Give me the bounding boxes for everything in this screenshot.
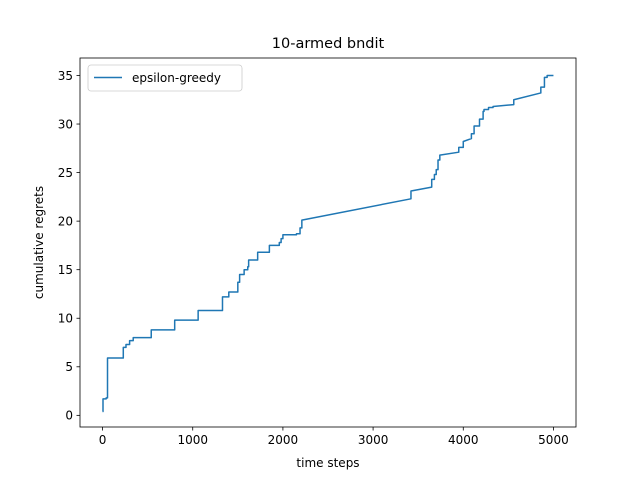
x-axis-ticks: 0 1000 2000 3000 4000 5000 [99, 427, 569, 447]
axes-frame [79, 57, 577, 428]
legend: epsilon-greedy [87, 64, 243, 92]
y-tick-label: 30 [58, 117, 73, 131]
y-axis-ticks: 0 5 10 15 20 25 30 35 [58, 69, 80, 423]
y-tick-label: 0 [65, 409, 73, 423]
y-tick-label: 10 [58, 312, 73, 326]
x-tick-label: 0 [99, 433, 107, 447]
series-line-epsilon-greedy [102, 74, 554, 413]
legend-frame [87, 64, 243, 92]
y-axis-label: cumulative regrets [32, 186, 46, 299]
x-axis-label: time steps [296, 456, 359, 470]
legend-entry-epsilon-greedy: epsilon-greedy [132, 71, 221, 85]
x-tick-label: 2000 [268, 433, 299, 447]
y-tick-label: 35 [58, 69, 73, 83]
y-tick-label: 15 [58, 263, 73, 277]
y-tick-label: 20 [58, 214, 73, 228]
x-tick-label: 5000 [538, 433, 569, 447]
plot-area [102, 74, 554, 413]
x-tick-label: 4000 [448, 433, 479, 447]
chart-title: 10-armed bndit [272, 36, 385, 52]
x-tick-label: 3000 [358, 433, 389, 447]
x-tick-label: 1000 [177, 433, 208, 447]
y-tick-label: 25 [58, 166, 73, 180]
y-tick-label: 5 [65, 360, 73, 374]
